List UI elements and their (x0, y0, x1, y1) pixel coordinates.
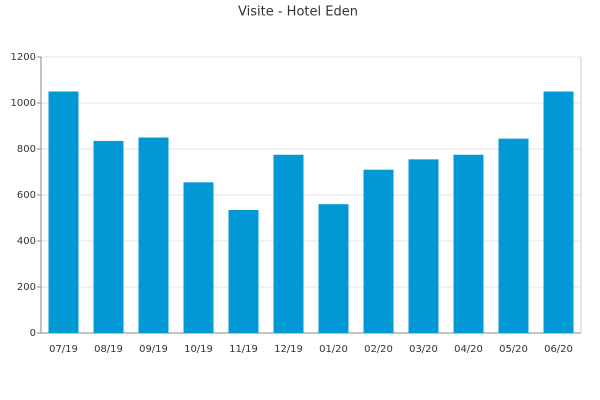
x-tick-label: 02/20 (364, 344, 393, 355)
y-tick-label: 1200 (11, 52, 36, 63)
bar (408, 159, 439, 333)
x-tick-label: 12/19 (274, 344, 303, 355)
x-tick-label: 05/20 (499, 344, 528, 355)
y-tick-label: 1000 (11, 98, 36, 109)
x-tick-label: 11/19 (229, 344, 258, 355)
x-tick-label: 07/19 (49, 344, 78, 355)
x-tick-label: 01/20 (319, 344, 348, 355)
y-tick-label: 200 (17, 282, 36, 293)
y-tick-label: 400 (17, 236, 36, 247)
bar (183, 182, 214, 333)
bar (363, 169, 394, 333)
bar (318, 204, 349, 333)
x-tick-label: 09/19 (139, 344, 168, 355)
bar (273, 154, 304, 333)
y-tick-label: 800 (17, 144, 36, 155)
bar (93, 140, 124, 333)
bar (543, 91, 574, 333)
bar (228, 209, 259, 333)
y-tick-label: 0 (30, 328, 36, 339)
x-tick-label: 08/19 (94, 344, 123, 355)
x-tick-label: 04/20 (454, 344, 483, 355)
bar (453, 154, 484, 333)
y-tick-label: 600 (17, 190, 36, 201)
x-tick-label: 10/19 (184, 344, 213, 355)
bar (138, 137, 169, 333)
x-tick-label: 03/20 (409, 344, 438, 355)
bar (498, 138, 529, 333)
x-tick-label: 06/20 (544, 344, 573, 355)
chart-title: Visite - Hotel Eden (238, 5, 358, 20)
bar (48, 91, 79, 333)
